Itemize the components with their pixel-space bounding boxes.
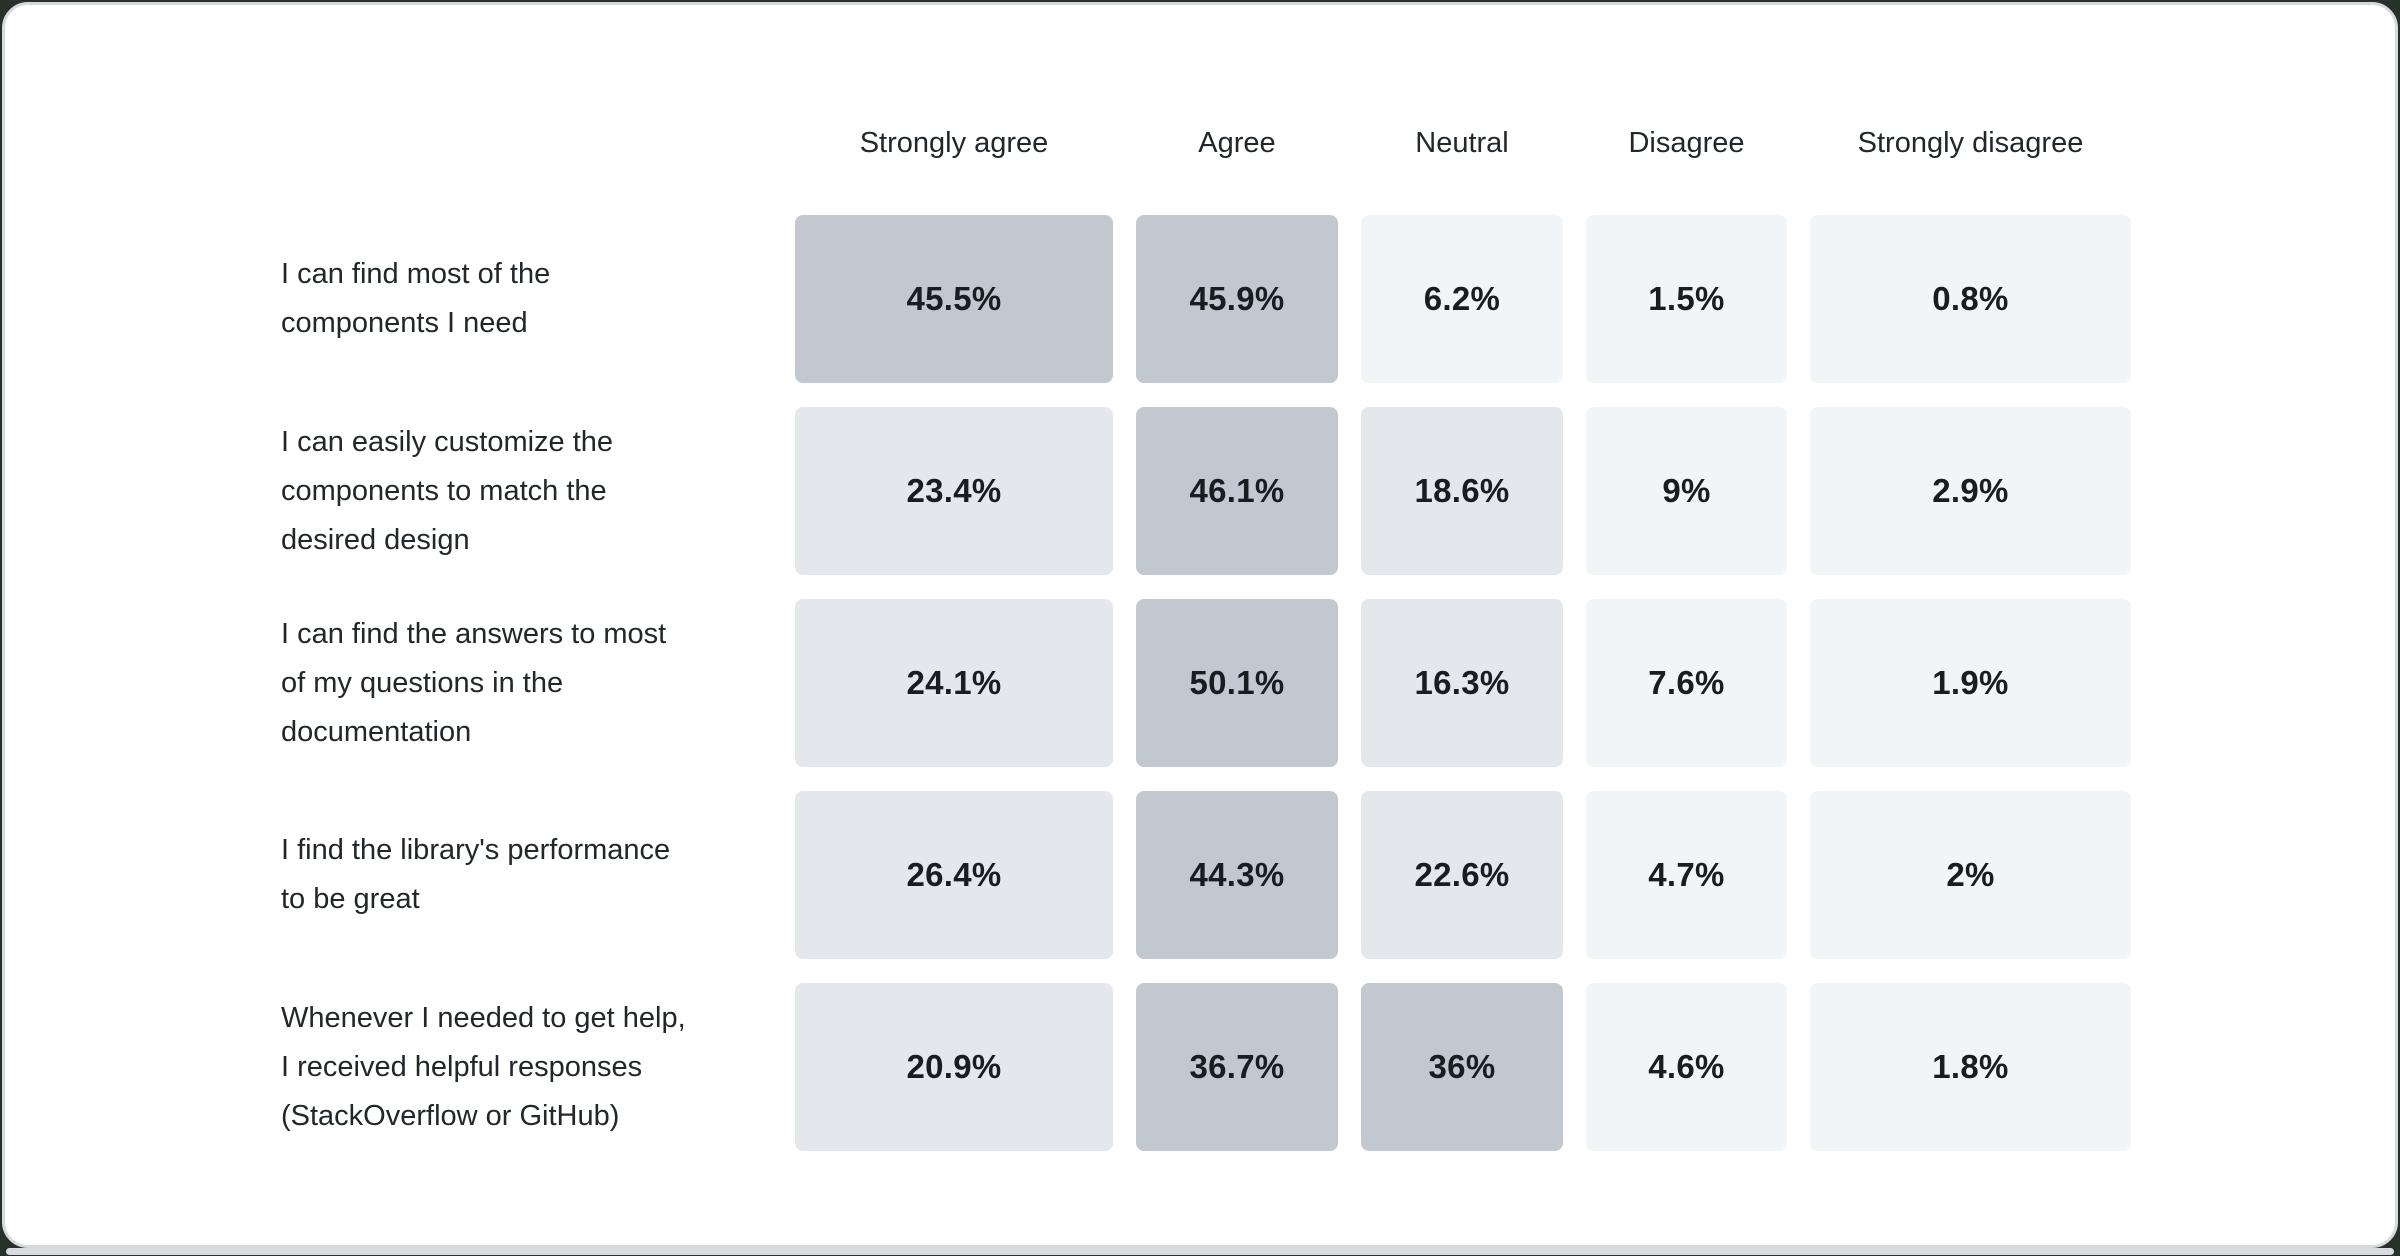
grid-corner-spacer <box>281 117 772 191</box>
heatmap-cell: 4.6% <box>1586 983 1787 1151</box>
heatmap-cell: 23.4% <box>795 407 1113 575</box>
heatmap-cell: 7.6% <box>1586 599 1787 767</box>
horizontal-scrollbar[interactable] <box>6 1248 2394 1255</box>
heatmap-cell: 36% <box>1361 983 1563 1151</box>
row-label: I find the library's performance to be g… <box>281 834 671 915</box>
column-header: Disagree <box>1628 127 1745 159</box>
heatmap-cell: 45.5% <box>795 215 1113 383</box>
row-label: I can easily customize the components to… <box>281 425 614 556</box>
heatmap-cell: 18.6% <box>1361 407 1563 575</box>
row-label: I can find most of the components I need <box>281 258 551 339</box>
heatmap-cell: 45.9% <box>1136 215 1338 383</box>
heatmap-cell: 46.1% <box>1136 407 1338 575</box>
column-header: Strongly disagree <box>1857 127 2084 159</box>
heatmap-cell: 24.1% <box>795 599 1113 767</box>
heatmap-cell: 4.7% <box>1586 791 1787 959</box>
heatmap-cell: 36.7% <box>1136 983 1338 1151</box>
heatmap-grid: Strongly agree Agree Neutral Disagree Strong… <box>281 117 2131 1151</box>
column-header: Strongly agree <box>859 127 1049 159</box>
heatmap-cell: 1.5% <box>1586 215 1787 383</box>
heatmap-cell: 2% <box>1810 791 2131 959</box>
heatmap-cell: 1.9% <box>1810 599 2131 767</box>
heatmap-cell: 6.2% <box>1361 215 1563 383</box>
heatmap-cell: 44.3% <box>1136 791 1338 959</box>
heatmap-cell: 2.9% <box>1810 407 2131 575</box>
heatmap-cell: 22.6% <box>1361 791 1563 959</box>
column-header: Neutral <box>1415 127 1509 159</box>
column-header: Agree <box>1198 127 1276 159</box>
row-label: I can find the answers to most of my que… <box>281 617 667 748</box>
row-label: Whenever I needed to get help, I receive… <box>281 1001 686 1132</box>
heatmap-cell: 20.9% <box>795 983 1113 1151</box>
heatmap-cell: 26.4% <box>795 791 1113 959</box>
heatmap-cell: 9% <box>1586 407 1787 575</box>
heatmap-cell: 0.8% <box>1810 215 2131 383</box>
heatmap-cell: 16.3% <box>1361 599 1563 767</box>
heatmap-cell: 50.1% <box>1136 599 1338 767</box>
heatmap-cell: 1.8% <box>1810 983 2131 1151</box>
